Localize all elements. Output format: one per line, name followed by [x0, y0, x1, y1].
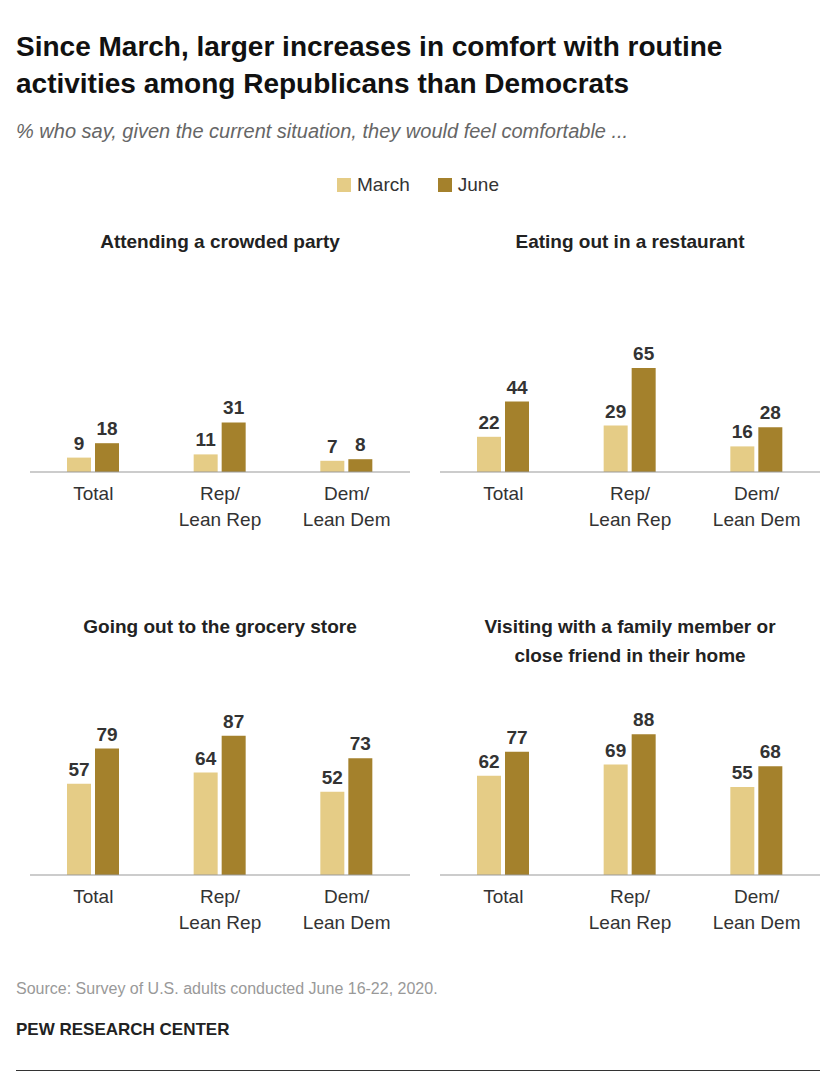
svg-text:18: 18: [96, 418, 117, 439]
svg-text:31: 31: [223, 397, 245, 418]
svg-text:Rep/Lean Rep: Rep/Lean Rep: [179, 483, 261, 530]
html-text:Visiting with a family member: Visiting with a family member or close f…: [484, 616, 776, 666]
svg-text:65: 65: [633, 343, 655, 364]
svg-text:79: 79: [96, 724, 117, 745]
svg-text:62: 62: [478, 751, 499, 772]
svg-text:77: 77: [506, 727, 527, 748]
svg-text:88: 88: [633, 709, 654, 730]
svg-text:16: 16: [732, 421, 753, 442]
svg-text:Total: Total: [483, 886, 523, 907]
html-text:Eating out in a restaurant: Eating out in a restaurant: [515, 231, 745, 252]
svg-text:Rep/Lean Rep: Rep/Lean Rep: [179, 886, 261, 933]
svg-text:Rep/Lean Rep: Rep/Lean Rep: [589, 886, 671, 933]
svg-text:52: 52: [322, 767, 343, 788]
svg-text:73: 73: [350, 733, 371, 754]
svg-text:Dem/Lean Dem: Dem/Lean Dem: [303, 886, 391, 933]
html-text:Attending a crowded party: Attending a crowded party: [100, 231, 340, 252]
html-text:Going out to the grocery store: Going out to the grocery store: [83, 616, 357, 637]
svg-text:Total: Total: [483, 483, 523, 504]
svg-text:Total: Total: [73, 886, 113, 907]
svg-text:64: 64: [195, 748, 217, 769]
svg-text:8: 8: [355, 434, 366, 455]
svg-text:68: 68: [760, 741, 781, 762]
html-text:Since March, larger increases: Since March, larger increases in comfort…: [16, 31, 723, 99]
svg-text:55: 55: [732, 762, 754, 783]
svg-text:28: 28: [760, 402, 781, 423]
svg-text:Dem/Lean Dem: Dem/Lean Dem: [713, 483, 801, 530]
svg-text:Dem/Lean Dem: Dem/Lean Dem: [303, 483, 391, 530]
svg-text:Total: Total: [73, 483, 113, 504]
svg-text:57: 57: [68, 759, 89, 780]
html-text:Source: Survey of U.S. adults: Source: Survey of U.S. adults conducted …: [16, 980, 438, 997]
svg-text:Rep/Lean Rep: Rep/Lean Rep: [589, 483, 671, 530]
svg-text:9: 9: [74, 433, 85, 454]
svg-text:69: 69: [605, 740, 626, 761]
html-text:June: June: [457, 174, 499, 195]
html-text:March: March: [357, 174, 410, 195]
svg-text:44: 44: [506, 377, 528, 398]
html-text:% who say, given the current s: % who say, given the current situation, …: [16, 120, 629, 142]
svg-text:11: 11: [196, 429, 217, 450]
html-text:PEW RESEARCH CENTER: PEW RESEARCH CENTER: [16, 1020, 230, 1039]
svg-text:22: 22: [478, 412, 499, 433]
svg-text:87: 87: [223, 711, 244, 732]
svg-text:29: 29: [605, 401, 626, 422]
svg-text:7: 7: [327, 436, 338, 457]
svg-text:Dem/Lean Dem: Dem/Lean Dem: [713, 886, 801, 933]
